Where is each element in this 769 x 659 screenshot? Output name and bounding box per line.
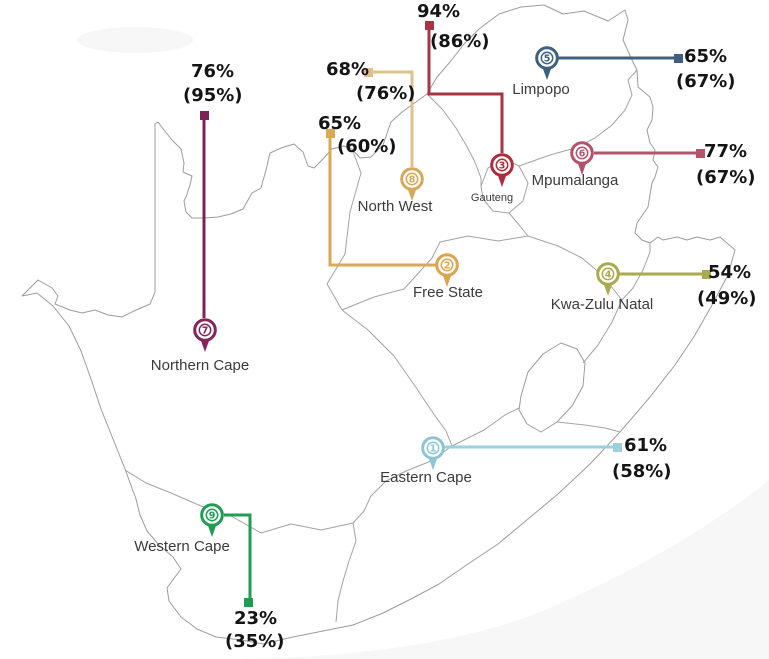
map-pin-limpopo: 5 (535, 46, 559, 80)
map-pin-northern-cape: 7 (193, 318, 217, 352)
secondary-limpopo: (67%) (676, 71, 736, 92)
map-pin-free-state: 2 (435, 253, 459, 287)
secondary-kwazulu-natal: (49%) (697, 288, 757, 309)
value-gauteng: 94% (417, 1, 461, 22)
svg-text:1: 1 (430, 444, 437, 455)
svg-text:2: 2 (444, 261, 451, 272)
map-pin-north-west: 8 (400, 167, 424, 201)
value-mpumalanga: 77% (704, 141, 748, 162)
label-north-west: North West (357, 198, 433, 215)
lesotho-enclave-outline (518, 342, 586, 433)
value-eastern-cape: 61% (624, 435, 668, 456)
marker-northern-cape (200, 111, 209, 120)
map-pin-mpumalanga: 6 (570, 141, 594, 175)
secondary-mpumalanga: (67%) (696, 167, 756, 188)
marker-eastern-cape (613, 443, 622, 452)
map-pin-gauteng: 3 (490, 153, 514, 187)
label-western-cape: Western Cape (134, 538, 230, 555)
value-limpopo: 65% (684, 46, 728, 67)
leader-gauteng (427, 25, 504, 153)
secondary-north-west: (76%) (356, 83, 416, 104)
label-mpumalanga: Mpumalanga (531, 172, 619, 189)
svg-text:5: 5 (544, 54, 551, 65)
svg-text:3: 3 (499, 161, 506, 172)
value-free-state: 65% (318, 113, 362, 134)
callout-lines (200, 21, 711, 607)
secondary-western-cape: (35%) (225, 631, 285, 652)
value-northern-cape: 76% (191, 61, 235, 82)
svg-text:8: 8 (409, 175, 416, 186)
label-free-state: Free State (412, 284, 484, 301)
svg-text:6: 6 (579, 149, 586, 160)
value-kwazulu-natal: 54% (708, 262, 752, 283)
label-eastern-cape: Eastern Cape (380, 469, 472, 486)
secondary-gauteng: (86%) (430, 31, 490, 52)
marker-mpumalanga (696, 149, 705, 158)
leader-north-west (368, 70, 414, 167)
map-pin-western-cape: 9 (200, 503, 224, 537)
svg-text:7: 7 (202, 326, 209, 337)
marker-western-cape (244, 598, 253, 607)
secondary-northern-cape: (95%) (183, 85, 243, 106)
ocean-tint (230, 480, 769, 659)
marker-north-west (364, 68, 373, 77)
marker-limpopo (674, 54, 683, 63)
marker-free-state (326, 129, 335, 138)
paper-tint (77, 27, 193, 53)
label-northern-cape: Northern Cape (150, 357, 250, 374)
label-limpopo: Limpopo (512, 81, 570, 98)
province-borders (124, 69, 651, 623)
map-pins: 1 2 3 4 (193, 46, 620, 537)
label-gauteng: Gauteng (470, 192, 514, 204)
secondary-free-state: (60%) (337, 136, 397, 157)
value-western-cape: 23% (234, 608, 278, 629)
value-north-west: 68% (326, 59, 370, 80)
leader-western-cape (224, 513, 252, 600)
marker-kwazulu-natal (702, 270, 711, 279)
map-pin-eastern-cape: 1 (421, 436, 445, 470)
leader-free-state (328, 133, 436, 267)
marker-gauteng (425, 21, 434, 30)
map-pin-kwazulu-natal: 4 (596, 262, 620, 296)
secondary-eastern-cape: (58%) (612, 461, 672, 482)
label-kwazulu-natal: Kwa-Zulu Natal (550, 296, 654, 313)
svg-text:9: 9 (209, 511, 216, 522)
svg-text:4: 4 (605, 270, 612, 281)
